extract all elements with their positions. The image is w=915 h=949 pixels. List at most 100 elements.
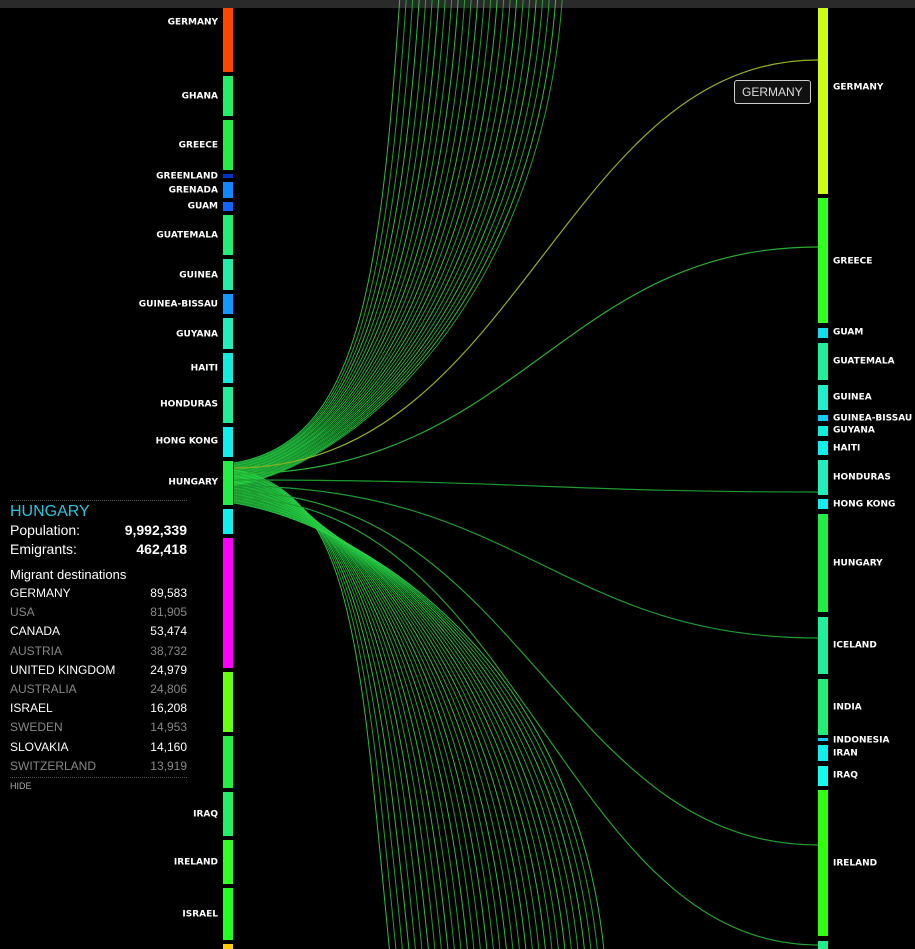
flow (233, 485, 819, 639)
left-node (223, 736, 233, 788)
destination-count: 16,208 (150, 701, 187, 716)
right-node-label: HONG KONG (833, 500, 895, 510)
destination-row: AUSTRIA 38,732 (10, 642, 187, 661)
left-node (223, 461, 233, 505)
destination-country: AUSTRIA (10, 643, 63, 658)
flow (233, 497, 572, 949)
stat-label: Emigrants: (10, 541, 77, 557)
destinations-heading: Migrant destinations (10, 567, 127, 582)
right-node (818, 941, 828, 949)
destination-count: 14,953 (150, 720, 187, 735)
flow (233, 483, 481, 949)
flow (233, 469, 390, 949)
flow (233, 0, 427, 468)
right-node (818, 790, 828, 936)
left-node (223, 202, 233, 211)
flow (233, 0, 557, 486)
info-panel: HUNGARY Population: 9,992,339 Emigrants: 462… (10, 492, 187, 791)
flow (233, 487, 507, 949)
right-node (818, 415, 828, 421)
destination-row: UNITED KINGDOM 24,979 (10, 661, 187, 680)
left-node (223, 672, 233, 732)
right-node-label: HAITI (833, 444, 860, 454)
right-node-label: GUATEMALA (833, 357, 895, 367)
left-node (223, 427, 233, 457)
hide-button[interactable]: HIDE (10, 777, 187, 791)
destination-row: SWEDEN 14,953 (10, 718, 187, 737)
flow (233, 59, 819, 469)
flow (233, 0, 407, 465)
destination-country: SWEDEN (10, 720, 63, 735)
flow (233, 0, 544, 484)
left-node-label: GUATEMALA (156, 231, 218, 241)
destination-country: CANADA (10, 624, 61, 639)
destination-row: ISRAEL 16,208 (10, 699, 187, 718)
destination-count: 14,160 (150, 739, 187, 754)
right-node (818, 426, 828, 436)
left-node (223, 76, 233, 116)
destination-country: ISRAEL (10, 701, 53, 716)
left-node (223, 120, 233, 170)
destination-row: USA 81,905 (10, 603, 187, 622)
right-node (818, 385, 828, 410)
flow (233, 479, 455, 949)
left-node (223, 215, 233, 255)
left-node-label: GUINEA-BISSAU (139, 300, 218, 310)
flow (233, 0, 498, 477)
right-node-label: INDONESIA (833, 736, 890, 746)
flow (233, 488, 514, 949)
right-node (818, 441, 828, 455)
right-node-label: IRAQ (833, 771, 858, 781)
left-node (223, 353, 233, 383)
destination-count: 53,474 (150, 624, 187, 639)
flow (233, 489, 520, 949)
flow (233, 498, 579, 949)
right-node (818, 343, 828, 380)
right-node-label: ICELAND (833, 641, 877, 651)
flow (233, 0, 459, 472)
flow (233, 0, 550, 485)
flow (233, 246, 819, 475)
flow (233, 494, 553, 949)
flow (233, 478, 449, 949)
flow (233, 470, 397, 949)
flows (233, 0, 819, 949)
flow (233, 0, 505, 478)
flow (233, 0, 401, 464)
left-node-label: HONG KONG (156, 437, 218, 447)
right-node (818, 328, 828, 338)
left-node (223, 888, 233, 940)
destination-count: 24,806 (150, 682, 187, 697)
right-node (818, 617, 828, 674)
flow (233, 484, 488, 949)
left-node-label: GUYANA (176, 330, 218, 340)
destination-count: 81,905 (150, 605, 187, 620)
left-node (223, 182, 233, 198)
flow (233, 493, 546, 949)
destination-count: 38,732 (150, 643, 187, 658)
tooltip: GERMANY (734, 80, 811, 104)
destination-count: 89,583 (150, 586, 187, 600)
flow (233, 0, 492, 477)
destination-country: AUSTRALIA (10, 682, 77, 697)
flow (233, 474, 423, 949)
destination-country: SLOVAKIA (10, 739, 69, 754)
flow (233, 495, 559, 949)
left-node (223, 294, 233, 314)
right-node (818, 8, 828, 194)
right-node-label: GREECE (833, 257, 872, 267)
flow (233, 0, 563, 486)
flow (233, 0, 472, 474)
left-node-label: GUAM (188, 202, 218, 212)
flow (233, 0, 433, 468)
flow (233, 497, 819, 946)
right-node-label: HUNGARY (833, 559, 883, 569)
flow (233, 502, 605, 949)
left-node (223, 8, 233, 72)
right-node (818, 514, 828, 612)
right-node (818, 766, 828, 786)
flow (233, 499, 585, 949)
destination-row: GERMANY 89,583 (10, 584, 187, 603)
flow (233, 485, 494, 949)
flow (233, 0, 414, 466)
